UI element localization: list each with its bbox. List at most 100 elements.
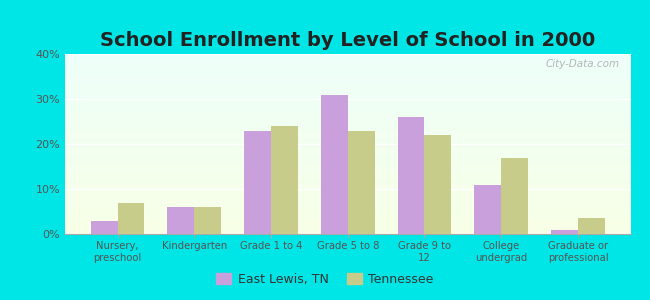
Bar	[65, 131, 630, 132]
Bar	[65, 229, 630, 230]
Bar	[65, 121, 630, 122]
Bar	[65, 215, 630, 216]
Bar	[65, 139, 630, 140]
Bar	[65, 218, 630, 219]
Bar	[65, 72, 630, 73]
Bar	[65, 108, 630, 109]
Bar	[91, 220, 118, 234]
Bar	[65, 109, 630, 110]
Bar	[65, 190, 630, 191]
Bar	[65, 67, 630, 68]
Bar	[65, 211, 630, 212]
Bar	[65, 226, 630, 227]
Bar	[65, 161, 630, 162]
Bar	[65, 189, 630, 190]
Bar	[65, 125, 630, 126]
Bar	[65, 70, 630, 71]
Bar	[65, 106, 630, 107]
Bar	[65, 54, 630, 55]
Bar	[65, 175, 630, 176]
Bar	[65, 158, 630, 159]
Title: School Enrollment by Level of School in 2000: School Enrollment by Level of School in …	[100, 31, 595, 50]
Bar	[244, 130, 271, 234]
Bar	[65, 203, 630, 204]
Bar	[65, 138, 630, 139]
Bar	[65, 196, 630, 197]
Bar	[65, 55, 630, 56]
Bar	[65, 122, 630, 123]
Bar	[65, 132, 630, 133]
Bar	[65, 212, 630, 213]
Bar	[65, 233, 630, 234]
Bar	[65, 224, 630, 225]
Bar	[65, 170, 630, 171]
Bar	[65, 184, 630, 185]
Bar	[65, 126, 630, 127]
Bar	[65, 79, 630, 80]
Bar	[65, 119, 630, 120]
Bar	[65, 80, 630, 81]
Bar	[65, 213, 630, 214]
Bar	[398, 117, 424, 234]
Bar	[65, 116, 630, 117]
Bar	[65, 68, 630, 69]
Bar	[65, 174, 630, 175]
Bar	[65, 99, 630, 100]
Bar	[65, 129, 630, 130]
Bar	[65, 101, 630, 102]
Bar	[65, 82, 630, 83]
Bar	[65, 181, 630, 182]
Bar	[65, 62, 630, 63]
Bar	[65, 58, 630, 59]
Bar	[65, 155, 630, 156]
Bar	[65, 98, 630, 99]
Bar	[65, 188, 630, 189]
Bar	[65, 86, 630, 87]
Bar	[65, 197, 630, 198]
Bar	[65, 154, 630, 155]
Bar	[65, 182, 630, 183]
Bar	[65, 88, 630, 89]
Bar	[65, 231, 630, 232]
Bar	[65, 104, 630, 105]
Bar	[501, 158, 528, 234]
Bar	[65, 183, 630, 184]
Bar	[65, 78, 630, 79]
Bar	[65, 111, 630, 112]
Bar	[65, 195, 630, 196]
Text: City-Data.com: City-Data.com	[545, 59, 619, 69]
Bar	[65, 66, 630, 67]
Bar	[65, 164, 630, 165]
Bar	[65, 185, 630, 186]
Bar	[65, 193, 630, 194]
Bar	[474, 184, 501, 234]
Bar	[65, 166, 630, 167]
Bar	[65, 77, 630, 78]
Bar	[65, 198, 630, 199]
Bar	[65, 173, 630, 174]
Bar	[65, 128, 630, 129]
Bar	[65, 192, 630, 193]
Bar	[65, 206, 630, 207]
Bar	[65, 73, 630, 74]
Bar	[65, 204, 630, 205]
Bar	[65, 124, 630, 125]
Bar	[321, 94, 348, 234]
Bar	[65, 194, 630, 195]
Bar	[65, 156, 630, 157]
Bar	[65, 160, 630, 161]
Bar	[65, 64, 630, 65]
Bar	[65, 178, 630, 179]
Bar	[65, 171, 630, 172]
Bar	[194, 207, 221, 234]
Bar	[65, 225, 630, 226]
Bar	[65, 227, 630, 228]
Bar	[65, 176, 630, 177]
Bar	[65, 159, 630, 160]
Bar	[65, 60, 630, 61]
Bar	[65, 207, 630, 208]
Bar	[65, 202, 630, 203]
Bar	[65, 200, 630, 201]
Bar	[65, 151, 630, 152]
Bar	[65, 141, 630, 142]
